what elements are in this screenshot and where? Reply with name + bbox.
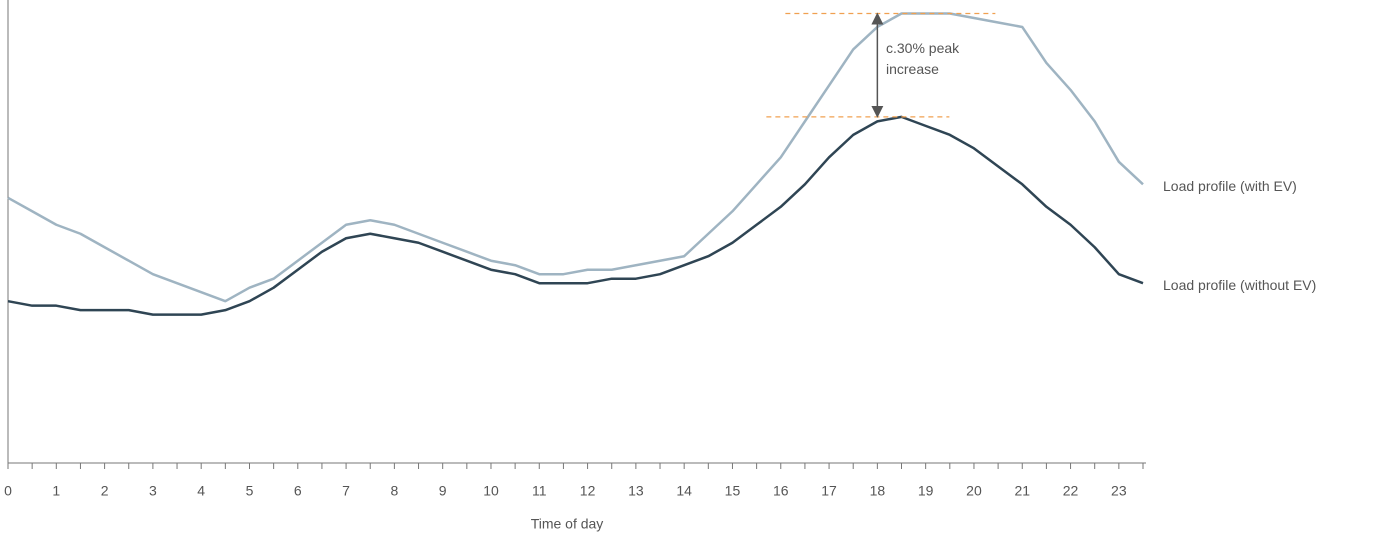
x-tick-label: 16 (773, 483, 789, 499)
series-line (7, 12, 1144, 303)
x-tick-label: 20 (966, 483, 982, 499)
x-tick-label: 7 (342, 483, 350, 499)
x-tick-label: 10 (483, 483, 499, 499)
x-tick-label: 17 (821, 483, 837, 499)
x-tick-label: 9 (439, 483, 447, 499)
x-tick-label: 5 (246, 483, 254, 499)
x-tick-label: 18 (870, 483, 886, 499)
x-tick-label: 11 (532, 483, 547, 499)
series-label: Load profile (without EV) (1163, 277, 1316, 293)
x-tick-label: 23 (1111, 483, 1127, 499)
x-tick-label: 4 (197, 483, 205, 499)
x-tick-label: 2 (101, 483, 109, 499)
x-axis-label: Time of day (531, 516, 604, 532)
annotation-box: c.30% peak increase (886, 40, 960, 77)
annotation: c.30% peak increase (886, 40, 960, 77)
x-tick-label: 15 (725, 483, 741, 499)
x-tick-label: 21 (1014, 483, 1030, 499)
x-tick-label: 8 (390, 483, 398, 499)
x-tick-label: 12 (580, 483, 596, 499)
series-line (7, 115, 1144, 316)
x-tick-label: 19 (918, 483, 934, 499)
x-tick-label: 13 (628, 483, 644, 499)
series-label: Load profile (with EV) (1163, 178, 1297, 194)
x-tick-label: 6 (294, 483, 302, 499)
x-tick-label: 3 (149, 483, 157, 499)
x-tick-label: 1 (52, 483, 60, 499)
x-tick-label: 0 (4, 483, 12, 499)
x-tick-label: 22 (1063, 483, 1079, 499)
x-tick-label: 14 (676, 483, 692, 499)
